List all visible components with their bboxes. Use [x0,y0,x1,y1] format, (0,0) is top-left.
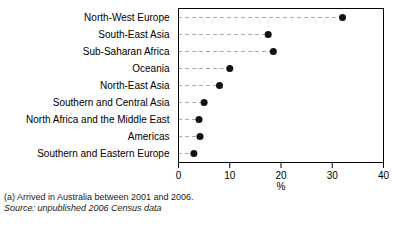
svg-text:10: 10 [224,170,236,181]
svg-text:South-East Asia: South-East Asia [98,29,170,40]
svg-text:Americas: Americas [128,131,170,142]
html-text:Source: unpublished 2006 Censu: Source: unpublished 2006 Census data [4,203,162,213]
svg-text:Southern and Central Asia: Southern and Central Asia [53,97,170,108]
svg-text:North Africa and the Middle Ea: North Africa and the Middle East [26,114,170,125]
svg-text:Oceania: Oceania [132,63,170,74]
svg-text:%: % [277,181,286,192]
svg-text:30: 30 [327,170,339,181]
svg-text:20: 20 [275,170,287,181]
svg-text:40: 40 [378,170,390,181]
svg-text:North-West Europe: North-West Europe [84,12,170,23]
html-text:(a) Arrived in Australia betwe: (a) Arrived in Australia between 2001 an… [4,192,194,202]
svg-text:Sub-Saharan Africa: Sub-Saharan Africa [83,46,170,57]
svg-text:0: 0 [176,170,182,181]
svg-text:North-East Asia: North-East Asia [100,80,170,91]
svg-text:Southern and Eastern Europe: Southern and Eastern Europe [37,148,170,159]
